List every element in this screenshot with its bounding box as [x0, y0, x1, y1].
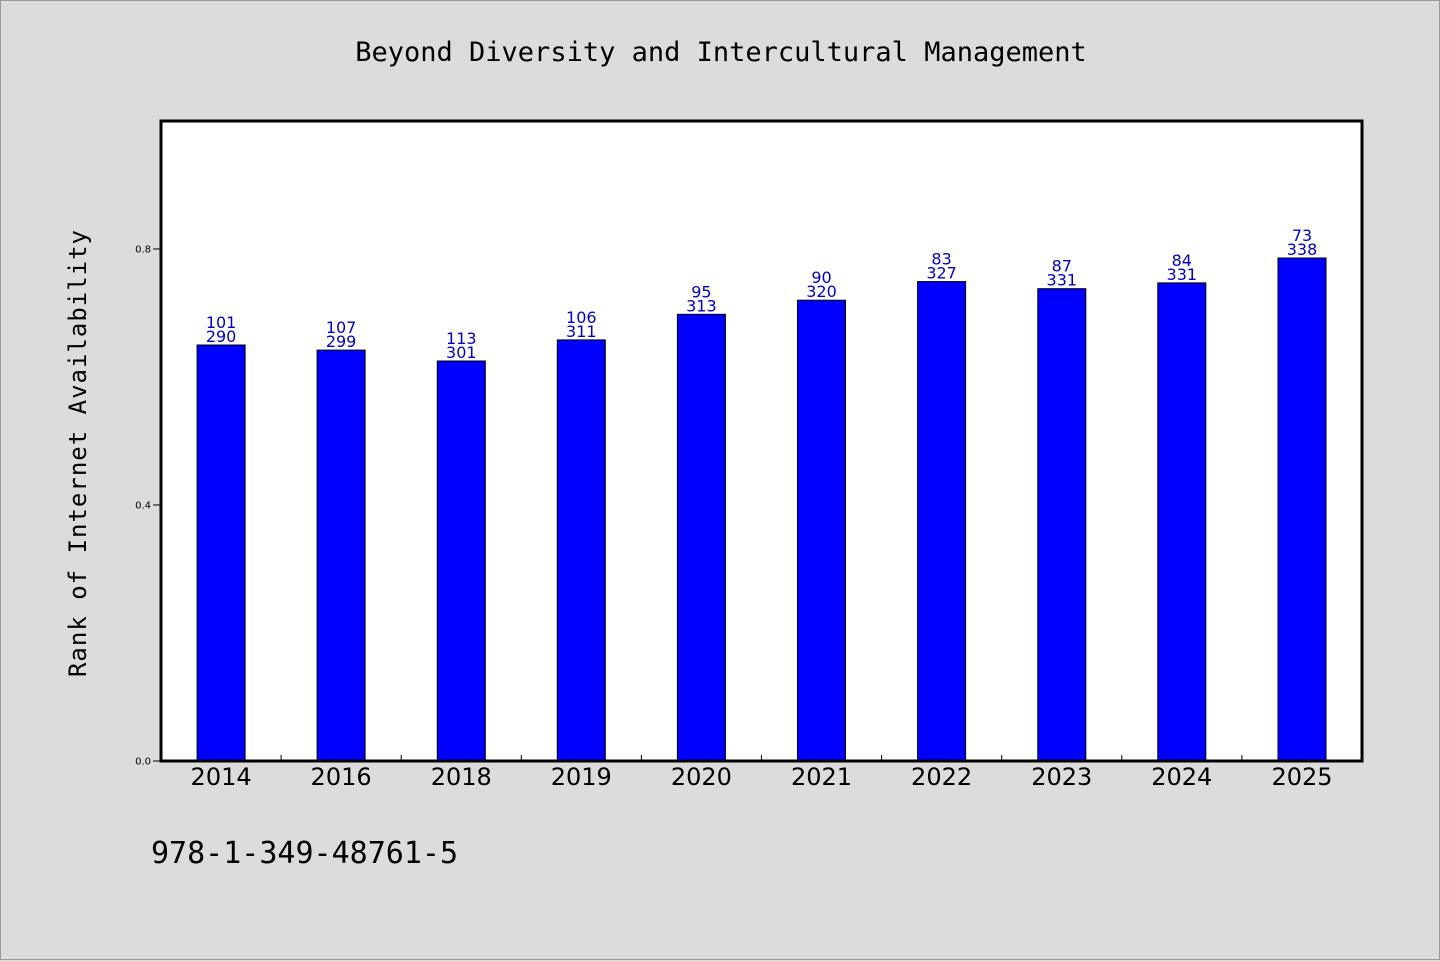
bar	[1157, 282, 1207, 762]
bar	[1037, 288, 1087, 762]
bar-label-top: 90	[811, 268, 831, 287]
bar-label-bottom: 301	[446, 343, 477, 362]
x-tick-label: 2023	[1031, 763, 1092, 791]
x-tick-label: 2018	[431, 763, 492, 791]
bar-label-bottom: 311	[566, 322, 597, 341]
bar-label-top: 107	[326, 318, 357, 337]
bar-label-top: 87	[1052, 257, 1072, 276]
y-axis: 0.0 0.4 0.8	[135, 245, 161, 768]
bar-label-bottom: 313	[686, 296, 717, 315]
bar-label-bottom: 290	[206, 327, 237, 346]
x-tick-label: 2021	[791, 763, 852, 791]
y-tick-label: 0.0	[135, 757, 151, 768]
bar	[797, 299, 846, 762]
bar	[917, 281, 967, 762]
isbn-footer: 978-1-349-48761-5	[151, 836, 458, 871]
bar-label-top: 84	[1172, 251, 1192, 270]
bar-label-bottom: 331	[1047, 271, 1078, 290]
bar-label-top: 83	[931, 250, 951, 269]
x-tick-label: 2020	[671, 763, 732, 791]
x-tick-label: 2024	[1151, 763, 1212, 791]
bar-label-bottom: 299	[326, 332, 357, 351]
x-axis: 2014 2016 2018 2019 2020 2021 2022 2023 2024 2025	[191, 755, 1333, 791]
bar	[316, 349, 366, 762]
bar-label-top: 73	[1292, 226, 1312, 245]
y-tick-label: 0.8	[135, 245, 151, 256]
bars-group	[196, 257, 1327, 762]
bar-label-top: 101	[206, 313, 237, 332]
bar-label-bottom: 331	[1167, 265, 1198, 284]
bar-label-top: 113	[446, 329, 477, 348]
plot-frame	[159, 119, 1364, 763]
bar	[676, 313, 726, 762]
bar-label-top: 106	[566, 308, 597, 327]
bar-label-bottom: 327	[926, 264, 957, 283]
y-axis-label: Rank of Internet Availability	[64, 229, 92, 677]
bar-label-bottom: 320	[806, 282, 837, 301]
bar	[436, 360, 486, 762]
bar	[196, 344, 246, 762]
bar-label-bottom: 338	[1287, 240, 1318, 259]
x-tick-label: 2016	[311, 763, 372, 791]
x-tick-label: 2014	[191, 763, 252, 791]
y-tick-label: 0.4	[135, 501, 151, 512]
bar-label-top: 95	[691, 282, 711, 301]
x-tick-label: 2025	[1271, 763, 1332, 791]
x-tick-label: 2022	[911, 763, 972, 791]
bar	[1277, 257, 1327, 762]
chart-title: Beyond Diversity and Intercultural Manag…	[355, 37, 1087, 68]
x-tick-label: 2019	[551, 763, 612, 791]
bar	[556, 339, 606, 762]
